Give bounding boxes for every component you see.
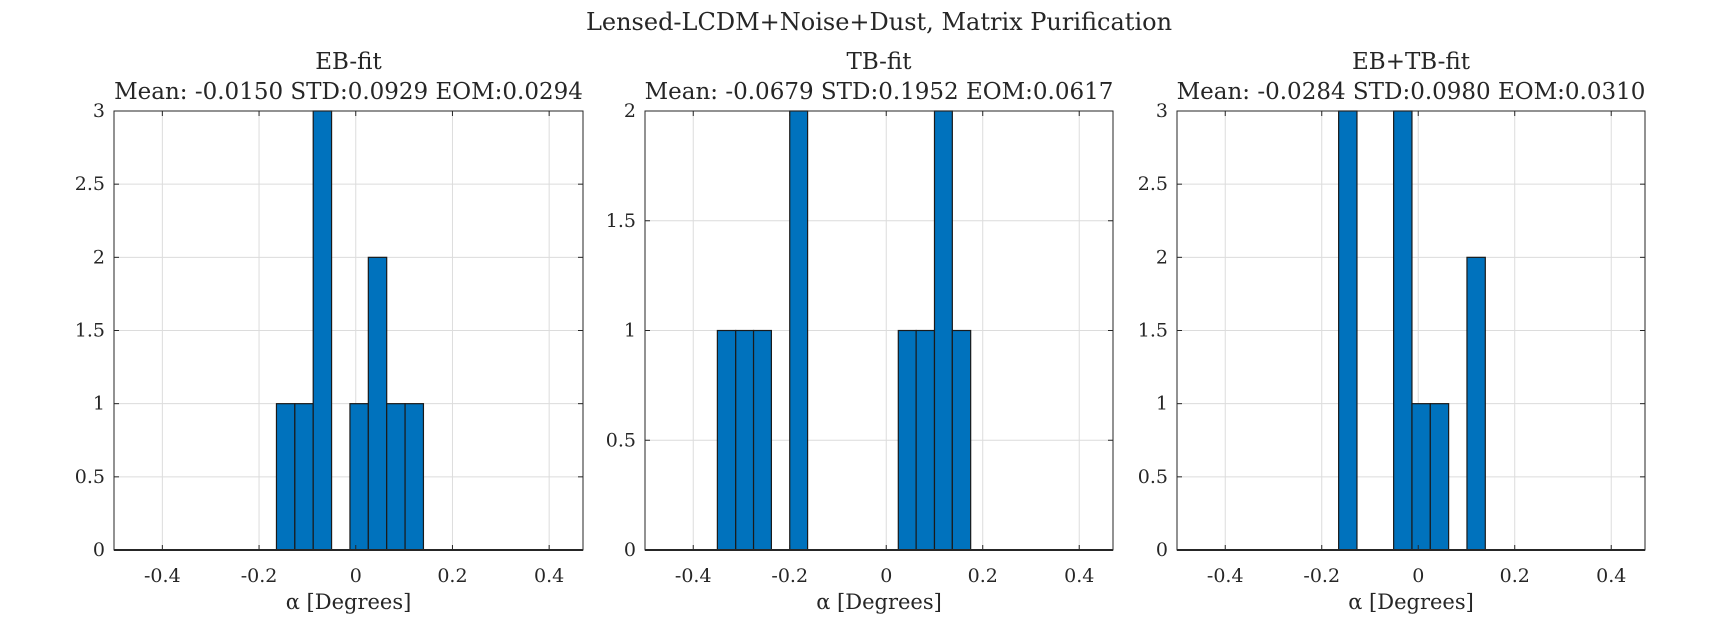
panel-title: TB-fit [846, 49, 912, 75]
y-tick-label: 1 [1156, 393, 1168, 415]
panel-stats: Mean: -0.0150 STD:0.0929 EOM:0.0294 [114, 79, 583, 105]
histogram-bar [897, 329, 917, 551]
x-tick-label: 0.4 [534, 565, 564, 587]
x-tick-label: 0 [350, 565, 362, 587]
x-tick-label: -0.4 [144, 565, 181, 587]
x-tick-label: 0 [1412, 565, 1424, 587]
y-tick-label: 2 [1156, 246, 1168, 268]
x-tick-label: 0.2 [1500, 565, 1530, 587]
histogram-bar [1338, 110, 1358, 551]
panel-1: -0.4 -0.2 0 0.2 0.4 0 0.5 1 1.5 2 2.5 3 EB-fit Mean: … [75, 49, 584, 614]
histogram-bar [1411, 403, 1431, 551]
x-axis-label: α [Degrees] [816, 590, 942, 614]
histogram-bar [933, 110, 953, 551]
histogram-bar [1466, 256, 1486, 551]
figure-suptitle: Lensed-LCDM+Noise+Dust, Matrix Purificat… [586, 8, 1172, 36]
panel-3: -0.4 -0.2 0 0.2 0.4 0 0.5 1 1.5 2 2.5 3 EB+TB-fit Mea… [1138, 49, 1646, 614]
y-tick-label: 1.5 [606, 210, 636, 232]
y-tick-label: 1 [93, 393, 105, 415]
y-tick-label: 3 [1156, 100, 1168, 122]
y-tick-label: 1.5 [1138, 320, 1168, 342]
y-tick-label: 0.5 [1138, 466, 1168, 488]
histogram-bar [789, 110, 809, 551]
y-tick-label: 1 [624, 320, 636, 342]
y-tick-label: 2 [93, 246, 105, 268]
panel-title: EB+TB-fit [1352, 49, 1471, 75]
x-tick-label: 0.4 [1064, 565, 1094, 587]
histogram-bar [386, 403, 406, 551]
x-tick-label: 0 [880, 565, 892, 587]
panel-stats: Mean: -0.0679 STD:0.1952 EOM:0.0617 [645, 79, 1114, 105]
histogram-panels: -0.4 -0.2 0 0.2 0.4 0 0.5 1 1.5 2 2.5 3 EB-fit Mean: … [75, 49, 1646, 614]
panel-2: -0.4 -0.2 0 0.2 0.4 0 0.5 1 1.5 2 TB-fit Mean: -0.0… [606, 49, 1114, 614]
y-tick-label: 3 [93, 100, 105, 122]
x-axis-label: α [Degrees] [286, 590, 412, 614]
panel-stats: Mean: -0.0284 STD:0.0980 EOM:0.0310 [1177, 79, 1646, 105]
y-tick-label: 0 [624, 539, 636, 561]
y-tick-label: 0 [93, 539, 105, 561]
histogram-bar [349, 403, 369, 551]
histogram-bar [752, 329, 773, 551]
x-tick-label: 0.2 [968, 565, 998, 587]
histogram-bar [735, 329, 755, 551]
y-tick-label: 2 [624, 100, 636, 122]
y-tick-label: 1.5 [75, 320, 105, 342]
histogram-bar [1429, 403, 1450, 551]
x-axis-label: α [Degrees] [1348, 590, 1474, 614]
histogram-bar [716, 329, 737, 551]
histogram-bar [915, 329, 936, 551]
x-tick-label: -0.2 [241, 565, 278, 587]
x-tick-label: 0.2 [437, 565, 467, 587]
histogram-bar [275, 403, 296, 551]
histogram-bar [1393, 110, 1413, 551]
x-tick-label: -0.2 [771, 565, 808, 587]
histogram-bar [951, 329, 972, 551]
y-tick-label: 0.5 [75, 466, 105, 488]
y-tick-label: 0 [1156, 539, 1168, 561]
y-tick-label: 2.5 [75, 173, 105, 195]
x-tick-label: 0.4 [1596, 565, 1626, 587]
y-tick-label: 0.5 [606, 429, 636, 451]
histogram-bar [294, 403, 314, 551]
x-tick-label: -0.2 [1303, 565, 1340, 587]
histogram-bar [312, 110, 333, 551]
histogram-bar [367, 256, 388, 551]
histogram-bar [404, 403, 425, 551]
panel-title: EB-fit [315, 49, 382, 75]
y-tick-label: 2.5 [1138, 173, 1168, 195]
x-tick-label: -0.4 [675, 565, 712, 587]
x-tick-label: -0.4 [1207, 565, 1244, 587]
